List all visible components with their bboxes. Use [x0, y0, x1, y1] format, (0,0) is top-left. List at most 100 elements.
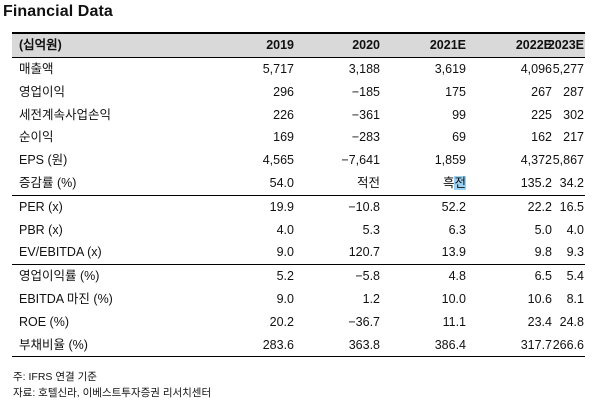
footnote-source: 자료: 호텔신라, 이베스트투자증권 리서치센터	[13, 387, 212, 399]
value-cell: 363.8	[348, 337, 380, 352]
value-cell: 169	[273, 130, 294, 145]
header-2020: 2020	[352, 38, 380, 52]
table-row: 세전계속사업손익 226 −361 99 225 302	[12, 104, 585, 127]
row-label: 매출액	[19, 62, 54, 76]
value-cell: 22.2	[527, 199, 552, 214]
value-cell: −7,641	[341, 153, 380, 168]
value-cell: 54.0	[269, 175, 294, 190]
financial-table: (십억원) 2019 2020 2021E 2022E 2023E 매출액 5,…	[12, 32, 585, 358]
value-cell: 23.4	[527, 314, 552, 329]
value-cell: 302	[563, 107, 584, 122]
value-cell: 4,565	[262, 153, 294, 168]
table-header: (십억원) 2019 2020 2021E 2022E 2023E	[12, 32, 585, 58]
value-cell: 4.8	[448, 269, 466, 284]
footnote-basis: 주: IFRS 연결 기준	[13, 371, 97, 383]
value-cell: 4.0	[276, 222, 294, 237]
value-cell: 217	[563, 130, 584, 145]
value-cell: 135.2	[520, 175, 552, 190]
value-cell: 5,717	[262, 62, 294, 76]
value-cell: 1.2	[362, 291, 380, 306]
table-row: ROE (%) 20.2 −36.7 11.1 23.4 24.8	[12, 311, 585, 334]
table-row: EV/EBITDA (x) 9.0 120.7 13.9 9.8 9.3	[12, 241, 585, 266]
value-cell: 흑전	[396, 172, 466, 195]
footnotes: 주: IFRS 연결 기준 자료: 호텔신라, 이베스트투자증권 리서치센터	[13, 369, 211, 401]
value-cell: 283.6	[262, 337, 294, 352]
value-cell: 226	[273, 107, 294, 122]
page-title: Financial Data	[3, 3, 113, 20]
header-2021e: 2021E	[429, 38, 466, 52]
value-cell: −361	[351, 107, 380, 122]
row-label: EBITDA 마진 (%)	[19, 291, 113, 306]
value-cell: 1,859	[434, 153, 466, 168]
value-cell: 24.8	[559, 314, 584, 329]
value-cell: 267	[531, 84, 552, 99]
value-cell: 5.3	[362, 222, 380, 237]
value-cell: 34.2	[559, 175, 584, 190]
value-cell: 10.6	[527, 291, 552, 306]
value-cell: 10.0	[441, 291, 466, 306]
row-label: 영업이익률 (%)	[19, 269, 100, 284]
value-cell: 317.7	[520, 337, 552, 352]
row-label: 세전계속사업손익	[19, 107, 112, 122]
row-label: EV/EBITDA (x)	[19, 245, 102, 260]
value-cell: 175	[445, 84, 466, 99]
value-cell: 6.3	[448, 222, 466, 237]
value-cell: 4.0	[566, 222, 584, 237]
value-cell: 9.0	[276, 291, 294, 306]
value-cell: 11.1	[442, 314, 466, 329]
value-cell: 4,096	[520, 62, 552, 76]
value-cell: 8.1	[566, 291, 584, 306]
header-unit: (십억원)	[19, 38, 62, 52]
value-cell: 6.5	[534, 269, 552, 284]
value-cell: 69	[452, 130, 466, 145]
value-cell: 9.8	[534, 245, 552, 260]
value-cell: −283	[351, 130, 380, 145]
value-cell: 적전	[356, 175, 380, 190]
table-row: PBR (x) 4.0 5.3 6.3 5.0 4.0	[12, 219, 585, 242]
value-cell: 52.2	[441, 199, 466, 214]
value-cell: 287	[563, 84, 584, 99]
value-cell: −185	[351, 84, 380, 99]
table-row: 증감률 (%) 54.0 적전 흑전 135.2 34.2	[12, 172, 585, 196]
highlighted-value: 흑전	[442, 175, 466, 190]
header-2023e: 2023E	[547, 38, 584, 52]
table-row: PER (x) 19.9 −10.8 52.2 22.2 16.5	[12, 196, 585, 219]
value-cell: 99	[452, 107, 466, 122]
value-cell: 5.2	[276, 269, 294, 284]
value-cell: 296	[273, 84, 294, 99]
header-2019: 2019	[266, 38, 294, 52]
value-cell: 5.4	[566, 269, 584, 284]
row-label: 영업이익	[19, 84, 66, 99]
table-row: 매출액 5,717 3,188 3,619 4,096 5,277	[12, 58, 585, 81]
table-row: EBITDA 마진 (%) 9.0 1.2 10.0 10.6 8.1	[12, 288, 585, 311]
row-label: 부채비율 (%)	[19, 337, 88, 352]
value-cell: 3,619	[434, 62, 466, 76]
value-cell: 162	[531, 130, 552, 145]
value-cell: −36.7	[348, 314, 380, 329]
table-row: EPS (원) 4,565 −7,641 1,859 4,372 5,867	[12, 149, 585, 172]
value-cell: 13.9	[441, 245, 466, 260]
table-row: 부채비율 (%) 283.6 363.8 386.4 317.7 266.6	[12, 334, 585, 358]
value-cell: 386.4	[434, 337, 466, 352]
row-label: EPS (원)	[19, 153, 68, 168]
value-cell: 4,372	[520, 153, 552, 168]
value-cell: 266.6	[552, 337, 584, 352]
value-cell: 225	[531, 107, 552, 122]
value-cell: 19.9	[269, 199, 294, 214]
value-cell: 16.5	[559, 199, 584, 214]
value-cell: 5,867	[552, 153, 584, 168]
row-label: 증감률 (%)	[19, 175, 77, 190]
table-row: 영업이익률 (%) 5.2 −5.8 4.8 6.5 5.4	[12, 265, 585, 288]
table-row: 영업이익 296 −185 175 267 287	[12, 81, 585, 104]
value-cell: 120.7	[348, 245, 380, 260]
value-cell: 3,188	[348, 62, 380, 76]
value-cell: 9.3	[566, 245, 584, 260]
row-label: PBR (x)	[19, 222, 63, 237]
value-cell: 5.0	[534, 222, 552, 237]
value-cell: −5.8	[355, 269, 380, 284]
header-2022e: 2022E	[515, 38, 552, 52]
row-label: 순이익	[19, 130, 54, 145]
highlight-mark: 전	[454, 175, 466, 190]
row-label: PER (x)	[19, 199, 63, 214]
value-cell: 5,277	[552, 62, 584, 76]
